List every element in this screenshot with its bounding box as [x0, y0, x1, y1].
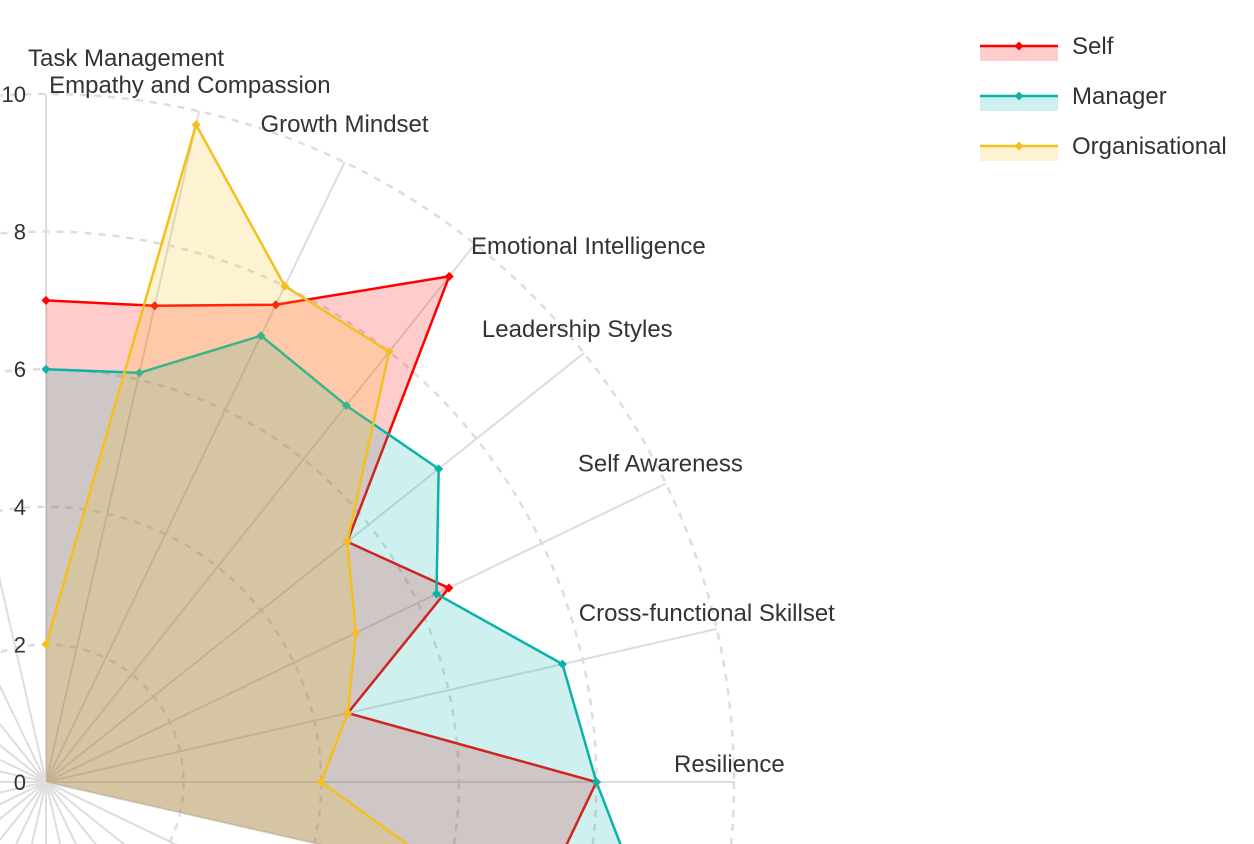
radial-tick-labels: 0 2 4 6 8 10	[2, 82, 26, 795]
legend-marker	[1014, 141, 1024, 151]
legend-swatch	[980, 146, 1058, 161]
spoke-line	[45, 243, 476, 783]
data-point	[256, 331, 266, 341]
radial-tick-label: 2	[14, 632, 26, 657]
legend-marker	[1014, 91, 1024, 101]
legend-swatch	[980, 46, 1058, 61]
series-layer	[41, 120, 622, 844]
series-area	[46, 276, 597, 844]
category-label: Resilience	[674, 751, 785, 778]
data-point	[271, 300, 281, 310]
category-label: Self Awareness	[578, 450, 743, 477]
spoke-line	[45, 352, 585, 783]
data-point	[41, 364, 51, 374]
series-manager	[41, 331, 622, 844]
category-label: Task Management	[28, 45, 224, 72]
radial-tick-label: 4	[14, 495, 26, 520]
data-point	[316, 777, 326, 787]
legend-swatch	[980, 96, 1058, 111]
legend-label: Manager	[1072, 83, 1167, 110]
grid-circle	[0, 92, 736, 844]
spoke-line	[45, 781, 178, 844]
data-point	[342, 537, 352, 547]
category-label: Emotional Intelligence	[471, 233, 706, 260]
data-point	[591, 777, 601, 787]
category-label: Leadership Styles	[482, 316, 673, 343]
data-point	[341, 400, 351, 410]
radial-tick-label: 8	[14, 220, 26, 245]
data-point	[432, 589, 442, 599]
legend-label: Organisational	[1072, 133, 1227, 160]
data-point	[384, 347, 394, 357]
spoke-line	[45, 111, 201, 783]
legend-item: Self	[980, 33, 1114, 61]
category-label: Empathy and Compassion	[49, 72, 330, 99]
spoke-line	[45, 627, 717, 783]
spoke-line	[0, 744, 47, 783]
category-label: Cross-functional Skillset	[579, 600, 835, 627]
legend-item: Organisational	[980, 133, 1227, 161]
series-area	[46, 335, 621, 844]
legend: Self Manager Organisational	[980, 33, 1227, 161]
legend-marker	[1014, 41, 1024, 51]
series-organisational	[41, 120, 410, 844]
series-area	[46, 124, 408, 844]
data-point	[150, 301, 160, 311]
data-point	[434, 464, 444, 474]
spoke-line	[0, 575, 47, 783]
data-point	[343, 708, 353, 718]
radial-tick-label: 10	[2, 82, 26, 107]
spoke-line	[0, 684, 47, 783]
data-point	[351, 628, 361, 638]
data-point	[280, 281, 290, 291]
spoke-line	[45, 161, 346, 783]
legend-label: Self	[1072, 33, 1114, 60]
data-point	[444, 583, 454, 593]
radial-tick-label: 0	[14, 770, 26, 795]
legend-item: Manager	[980, 83, 1167, 111]
data-point	[557, 659, 567, 669]
radial-tick-label: 6	[14, 357, 26, 382]
category-label: Growth Mindset	[261, 111, 429, 138]
grid-circle	[0, 368, 460, 844]
data-point	[134, 368, 144, 378]
data-point	[41, 295, 51, 305]
data-point	[191, 120, 201, 130]
data-point	[444, 271, 454, 281]
data-point	[41, 639, 51, 649]
spoke-line	[45, 781, 323, 844]
